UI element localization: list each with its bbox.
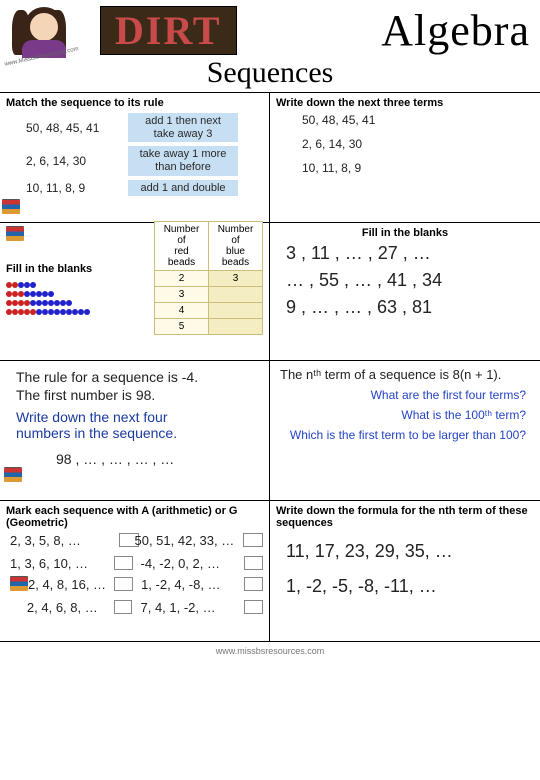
match-seq: 2, 6, 14, 30 bbox=[26, 154, 128, 168]
panel-rule-minus4: The rule for a sequence is -4. The first… bbox=[0, 361, 270, 500]
panel-nth-formula: Write down the formula for the nth term … bbox=[270, 501, 540, 641]
cell[interactable] bbox=[209, 287, 263, 303]
match-row: 2, 6, 14, 30 take away 1 more than befor… bbox=[26, 146, 263, 175]
heading-match: Match the sequence to its rule bbox=[6, 97, 263, 109]
heading-ag: Mark each sequence with A (arithmetic) o… bbox=[6, 505, 263, 529]
cell: 3 bbox=[155, 287, 209, 303]
ag-answer-box[interactable] bbox=[244, 556, 263, 570]
match-seq: 50, 48, 45, 41 bbox=[26, 121, 128, 135]
th-blue: Number of blue beads bbox=[209, 222, 263, 271]
footer-url: www.missbsresources.com bbox=[0, 646, 540, 656]
ag-seq: 50, 51, 42, 33, … bbox=[135, 533, 242, 548]
blank-line: 3 , 11 , … , 27 , … bbox=[286, 243, 534, 264]
match-seq: 10, 11, 8, 9 bbox=[26, 181, 128, 195]
panel-match-rule: Match the sequence to its rule 50, 48, 4… bbox=[0, 93, 270, 222]
books-icon bbox=[2, 200, 22, 218]
rule-box: add 1 then next take away 3 bbox=[128, 113, 238, 142]
answer-line: 98 , … , … , … , … bbox=[56, 451, 263, 467]
blank-line: … , 55 , … , 41 , 34 bbox=[286, 270, 534, 291]
seq-line: 10, 11, 8, 9 bbox=[302, 161, 534, 175]
page-subtitle: Sequences bbox=[0, 56, 540, 90]
cell: 5 bbox=[155, 319, 209, 335]
books-icon bbox=[4, 468, 22, 482]
seq-line: 2, 6, 14, 30 bbox=[302, 137, 534, 151]
nth-statement: The nᵗʰ term of a sequence is 8(n + 1). bbox=[280, 367, 534, 382]
beads-table: Number of red beadsNumber of blue beads … bbox=[154, 221, 263, 335]
cell[interactable]: 3 bbox=[209, 271, 263, 287]
ag-seq: -4, -2, 0, 2, … bbox=[141, 556, 243, 571]
ag-answer-box[interactable] bbox=[114, 556, 133, 570]
panel-next-terms: Write down the next three terms 50, 48, … bbox=[270, 93, 540, 222]
ag-answer-box[interactable] bbox=[243, 533, 263, 547]
nth-seq: 11, 17, 23, 29, 35, … bbox=[286, 541, 534, 562]
beads-diagram bbox=[6, 281, 90, 317]
ag-seq: 7, 4, 1, -2, … bbox=[140, 600, 242, 615]
seq-line: 50, 48, 45, 41 bbox=[302, 113, 534, 127]
books-icon bbox=[10, 577, 28, 591]
cell[interactable] bbox=[209, 319, 263, 335]
panel-nth-term-q: The nᵗʰ term of a sequence is 8(n + 1). … bbox=[270, 361, 540, 500]
nth-seq: 1, -2, -5, -8, -11, … bbox=[286, 576, 534, 597]
blank-line: 9 , … , … , 63 , 81 bbox=[286, 297, 534, 318]
ag-seq: 2, 3, 5, 8, … bbox=[10, 533, 117, 548]
rule-text: The rule for a sequence is -4. bbox=[16, 369, 263, 385]
heading-next: Write down the next three terms bbox=[276, 97, 534, 109]
ag-answer-box[interactable] bbox=[244, 577, 263, 591]
dirt-text: DIRT bbox=[115, 8, 222, 53]
cell: 4 bbox=[155, 303, 209, 319]
ag-seq: 1, -2, 4, -8, … bbox=[141, 577, 242, 594]
rule-box: add 1 and double bbox=[128, 180, 238, 197]
panel-fill-blanks-right: Fill in the blanks 3 , 11 , … , 27 , … …… bbox=[270, 223, 540, 360]
algebra-title: Algebra bbox=[381, 5, 540, 56]
teacher-avatar: www.MissBsResources.com bbox=[4, 2, 94, 58]
ag-answer-box[interactable] bbox=[114, 600, 133, 614]
ag-seq: 2, 4, 8, 16, … bbox=[28, 577, 112, 594]
cell: 2 bbox=[155, 271, 209, 287]
ag-seq: 1, 3, 6, 10, … bbox=[10, 556, 112, 571]
ag-answer-box[interactable] bbox=[114, 577, 133, 591]
prompt: Write down the next four bbox=[16, 409, 263, 425]
cell[interactable] bbox=[209, 303, 263, 319]
q-line: What are the first four terms? bbox=[276, 388, 526, 402]
dirt-badge: DIRT bbox=[100, 6, 237, 55]
q-line: What is the 100ᵗʰ term? bbox=[276, 408, 526, 422]
panel-beads-table: Number of red beadsNumber of blue beads … bbox=[0, 223, 270, 360]
heading-fill-right: Fill in the blanks bbox=[276, 227, 534, 239]
books-icon bbox=[6, 227, 24, 241]
rule-box: take away 1 more than before bbox=[128, 146, 238, 175]
panel-arith-geo: Mark each sequence with A (arithmetic) o… bbox=[0, 501, 270, 641]
rule-text: The first number is 98. bbox=[16, 387, 263, 403]
q-line: Which is the first term to be larger tha… bbox=[276, 428, 526, 442]
ag-answer-box[interactable] bbox=[244, 600, 263, 614]
match-row: 50, 48, 45, 41 add 1 then next take away… bbox=[26, 113, 263, 142]
worksheet-grid: Match the sequence to its rule 50, 48, 4… bbox=[0, 92, 540, 642]
match-row: 10, 11, 8, 9 add 1 and double bbox=[26, 180, 263, 197]
heading-fill-left: Fill in the blanks bbox=[6, 263, 92, 275]
th-red: Number of red beads bbox=[155, 222, 209, 271]
heading-nth: Write down the formula for the nth term … bbox=[276, 505, 534, 529]
ag-seq: 2, 4, 6, 8, … bbox=[27, 600, 112, 615]
prompt: numbers in the sequence. bbox=[16, 425, 263, 441]
